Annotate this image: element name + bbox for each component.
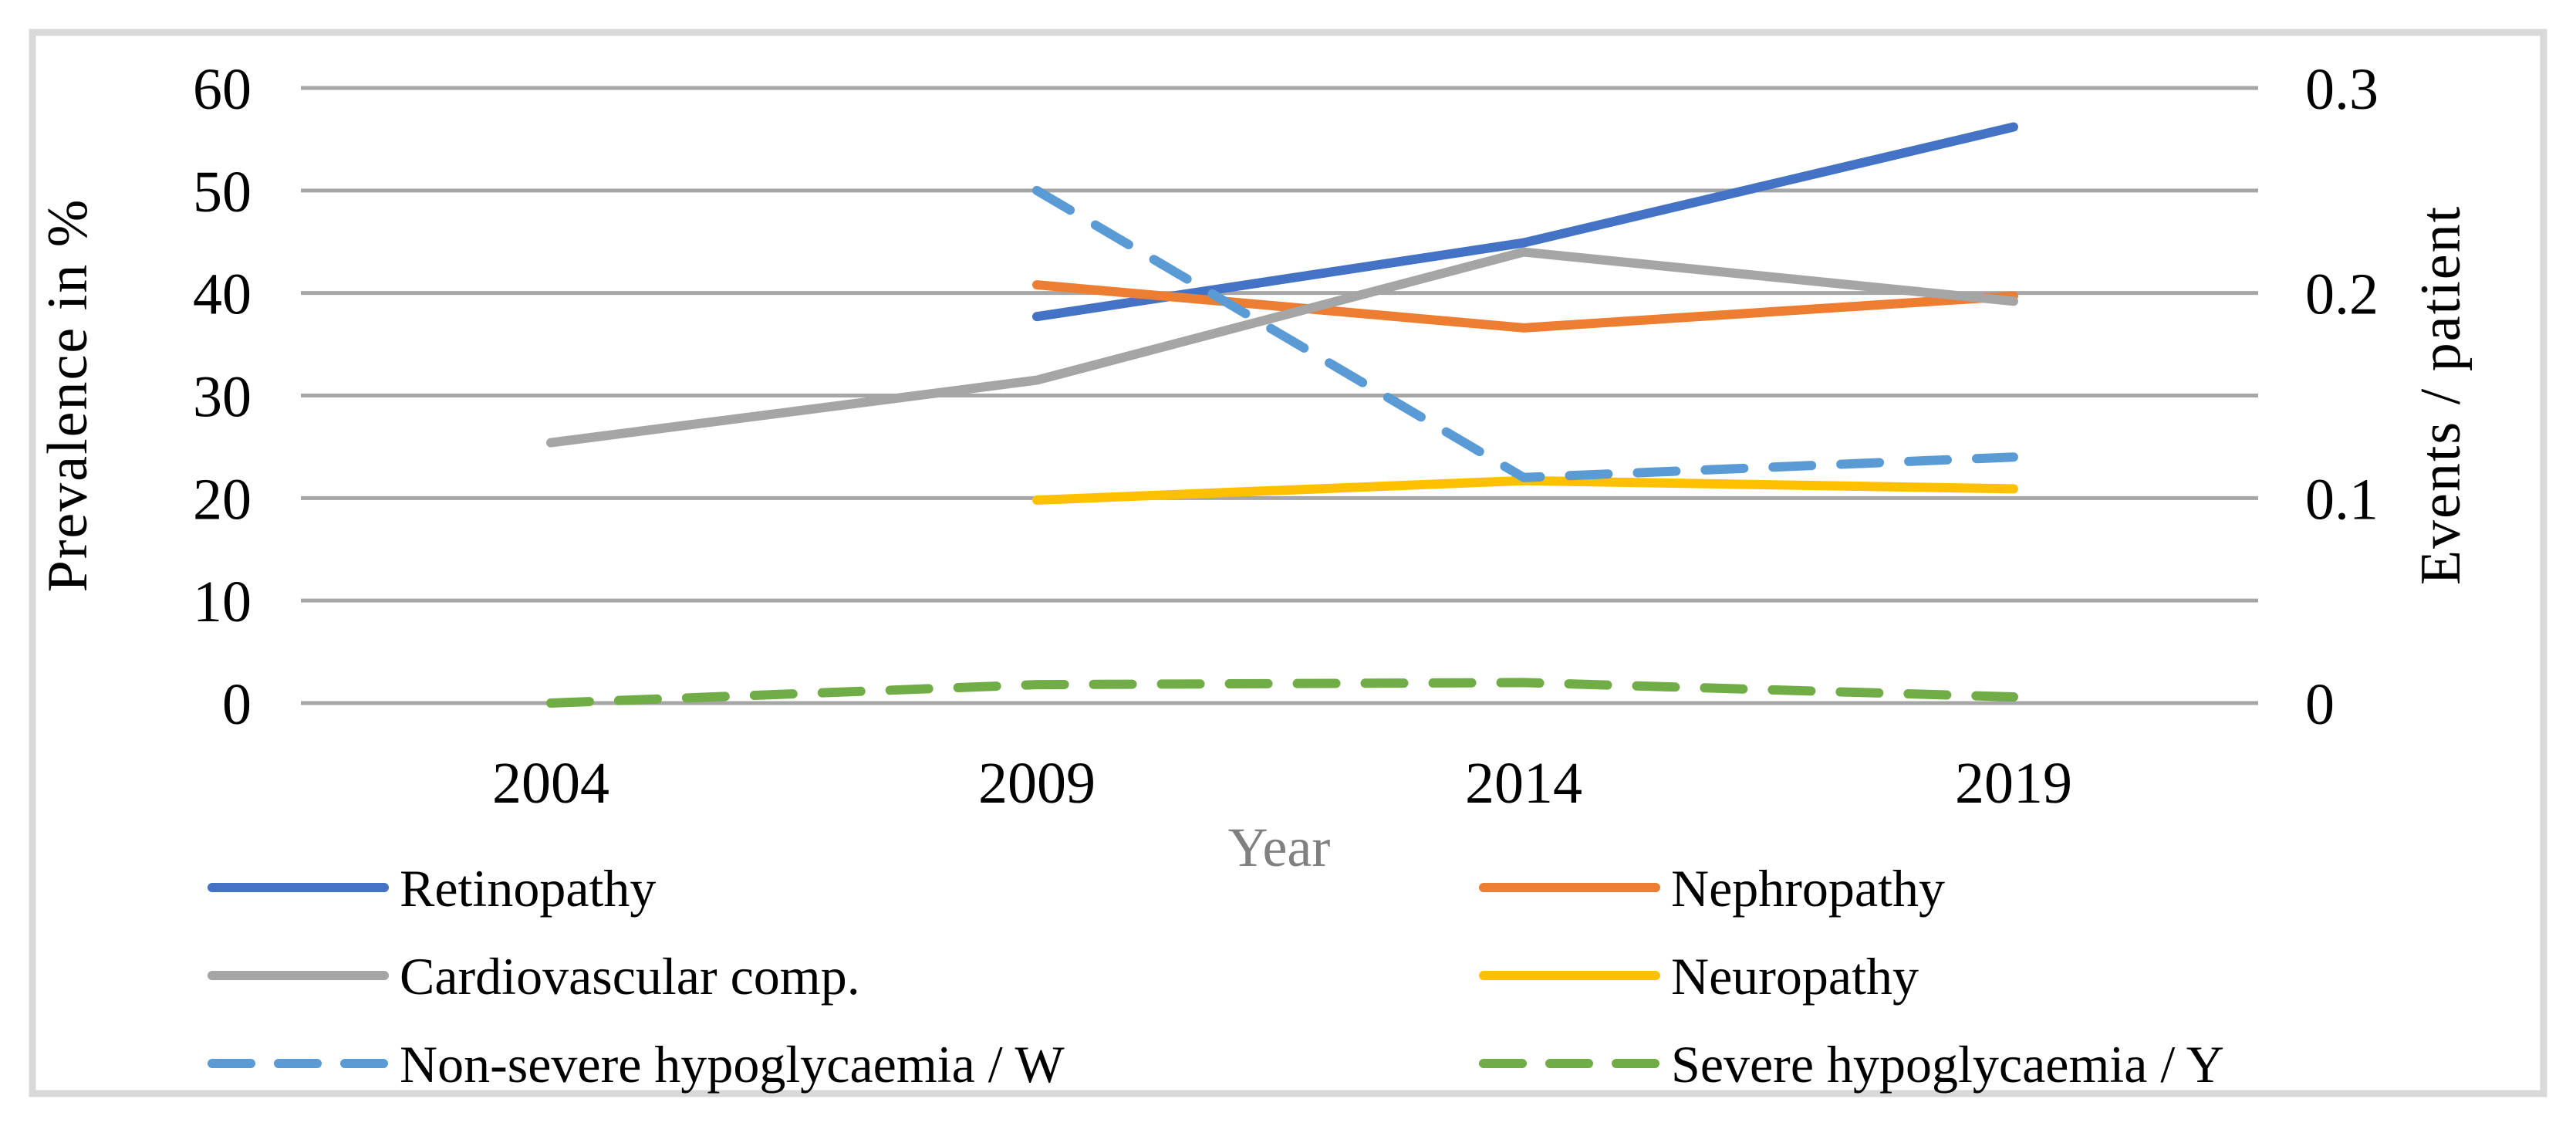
series-lines bbox=[546, 122, 2018, 708]
y-axis-tick-label: 50 bbox=[193, 160, 252, 225]
x-axis-tick-label: 2019 bbox=[1955, 751, 2072, 816]
series-line-non-severe-hypoglycaemia-w bbox=[1032, 185, 2018, 482]
legend-label: Cardiovascular comp. bbox=[400, 947, 860, 1006]
y-axis-tick-label: 10 bbox=[193, 570, 252, 634]
left-axis-tick-labels: 0 10 20 30 40 50 60 bbox=[193, 57, 252, 737]
secondary-y-axis-tick-label: 0.2 bbox=[2305, 262, 2378, 327]
legend-item-retinopathy: Retinopathy bbox=[208, 859, 656, 918]
x-axis-tick-label: 2009 bbox=[978, 751, 1096, 816]
series-line-cardiovascular-comp bbox=[546, 247, 2018, 448]
secondary-y-axis-tick-label: 0 bbox=[2305, 672, 2335, 737]
legend-label: Nephropathy bbox=[1671, 859, 1945, 918]
series-line-retinopathy bbox=[1032, 122, 2018, 322]
x-axis-tick-label: 2004 bbox=[492, 751, 609, 816]
legend-item-neuropathy: Neuropathy bbox=[1479, 947, 1919, 1006]
y-axis-tick-label: 0 bbox=[222, 672, 252, 737]
legend: Retinopathy Cardiovascular comp. Non-sever… bbox=[208, 859, 2224, 1094]
right-axis-tick-labels: 0 0.1 0.2 0.3 bbox=[2305, 57, 2378, 737]
y-axis-tick-label: 40 bbox=[193, 262, 252, 327]
y-axis-tick-label: 60 bbox=[193, 57, 252, 122]
secondary-y-axis-tick-label: 0.1 bbox=[2305, 467, 2378, 532]
series-line-nephropathy bbox=[1032, 280, 2018, 333]
legend-label: Retinopathy bbox=[400, 859, 656, 918]
left-axis-title: Prevalence in % bbox=[36, 198, 100, 593]
legend-label: Non-severe hypoglycaemia / W bbox=[400, 1035, 1065, 1094]
figure-border bbox=[29, 29, 2547, 1097]
legend-item-severe-hypoglycaemia-y: Severe hypoglycaemia / Y bbox=[1479, 1035, 2224, 1094]
right-axis-title: Events / patient bbox=[2409, 205, 2473, 585]
legend-label: Neuropathy bbox=[1671, 947, 1919, 1006]
secondary-y-axis-tick-label: 0.3 bbox=[2305, 57, 2378, 122]
y-axis-tick-label: 20 bbox=[193, 467, 252, 532]
y-axis-tick-label: 30 bbox=[193, 365, 252, 430]
series-line-severe-hypoglycaemia-y bbox=[546, 678, 2018, 708]
legend-label: Severe hypoglycaemia / Y bbox=[1671, 1035, 2224, 1094]
x-axis-title: Year bbox=[1228, 817, 1331, 878]
gridlines bbox=[301, 86, 2258, 705]
x-axis-tick-label: 2014 bbox=[1465, 751, 1582, 816]
x-axis-tick-labels: 2004 2009 2014 2019 bbox=[492, 751, 2072, 816]
legend-item-cardiovascular-comp: Cardiovascular comp. bbox=[208, 947, 860, 1006]
legend-item-non-severe-hypoglycaemia-w: Non-severe hypoglycaemia / W bbox=[208, 1035, 1065, 1094]
legend-item-nephropathy: Nephropathy bbox=[1479, 859, 1945, 918]
